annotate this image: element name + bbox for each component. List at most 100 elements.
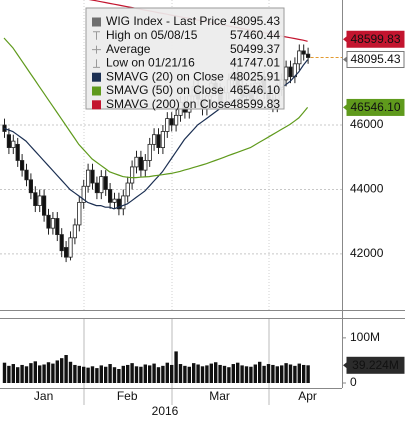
volume-bar xyxy=(275,366,279,383)
legend-label: SMAVG (200) on Close xyxy=(106,97,231,111)
volume-bar xyxy=(183,365,187,383)
candle-body xyxy=(19,160,25,171)
volume-bar xyxy=(161,365,165,383)
volume-bar xyxy=(95,368,99,383)
volume-bar xyxy=(152,363,156,383)
candle-body xyxy=(156,134,161,148)
volume-bar xyxy=(60,358,64,383)
candle-body xyxy=(68,237,73,258)
volume-bar xyxy=(24,366,29,383)
volume-bar xyxy=(293,365,297,383)
candle-body xyxy=(42,195,47,216)
volume-bar xyxy=(33,361,37,383)
volume-bar xyxy=(244,366,249,383)
volume-bar xyxy=(42,364,46,383)
candle-body xyxy=(99,176,104,194)
volume-bar xyxy=(126,364,130,383)
legend-value: 41747.01 xyxy=(230,56,280,70)
volume-bar xyxy=(121,365,125,383)
volume-bar xyxy=(192,363,196,383)
volume-bar xyxy=(68,361,73,383)
volume-tick-label: 100M xyxy=(350,330,380,344)
candle-body xyxy=(6,134,11,148)
candle-body xyxy=(165,118,170,132)
candle-body xyxy=(134,156,139,168)
candle-body xyxy=(90,169,95,184)
volume-bar xyxy=(148,365,152,383)
volume-bar xyxy=(16,367,20,383)
legend-box xyxy=(85,7,285,110)
volume-bar xyxy=(280,365,284,383)
volume-bar xyxy=(143,364,147,383)
volume-bar xyxy=(38,365,42,383)
volume-bar xyxy=(46,362,51,383)
legend-label: SMAVG (20) on Close xyxy=(106,69,224,83)
value-tag-label: 48095.43 xyxy=(350,52,400,66)
legend-icon xyxy=(92,45,101,54)
volume-bar xyxy=(200,366,205,383)
legend-label: Average xyxy=(106,42,151,56)
volume-bar xyxy=(165,362,169,383)
volume-bar xyxy=(170,364,174,383)
candle-body xyxy=(116,198,121,210)
volume-bar xyxy=(187,366,191,383)
volume-bar xyxy=(64,355,68,383)
volume-bar xyxy=(214,362,218,383)
candle-body xyxy=(138,156,143,171)
volume-bar xyxy=(178,364,183,383)
legend-value: 48025.91 xyxy=(230,69,280,83)
volume-bar xyxy=(55,360,59,383)
volume-bar xyxy=(196,364,200,383)
candle-body xyxy=(15,143,20,161)
candle-body xyxy=(297,50,302,65)
candle-body xyxy=(301,50,306,55)
volume-bar xyxy=(20,364,24,383)
legend-swatch xyxy=(92,86,101,96)
volume-bar xyxy=(130,363,134,383)
legend-value: 50499.37 xyxy=(230,42,280,56)
volume-bar xyxy=(90,366,95,383)
value-tags: 48599.83 48095.43 46546.10 39.224M xyxy=(343,30,405,374)
volume-bar xyxy=(209,363,213,383)
volume-bar xyxy=(297,363,301,383)
volume-bar xyxy=(271,364,275,383)
volume-bar xyxy=(266,364,271,383)
volume-bar xyxy=(253,364,257,383)
volume-bar xyxy=(174,351,178,383)
volume-bar xyxy=(51,363,55,383)
volume-bar xyxy=(86,367,90,383)
candle-body xyxy=(173,114,179,126)
y-tick-label: 44000 xyxy=(350,182,384,196)
volume-bar xyxy=(29,363,33,383)
volume-panel xyxy=(2,351,310,383)
legend-label: SMAVG (50) on Close xyxy=(106,83,224,97)
legend-label: High on 05/08/15 xyxy=(106,28,198,42)
candle-body xyxy=(86,169,91,187)
value-tag xyxy=(346,98,405,116)
volume-tick-label: 0 xyxy=(350,375,357,389)
candle-body xyxy=(24,169,29,181)
legend-label: WIG Index - Last Price xyxy=(106,14,227,28)
volume-bar xyxy=(7,365,11,383)
candle-body xyxy=(50,218,56,229)
volume-bar xyxy=(2,362,7,383)
x-tick-label: Feb xyxy=(117,389,138,403)
volume-bar xyxy=(108,364,112,383)
volume-bar xyxy=(236,362,240,383)
candle-body xyxy=(103,176,108,190)
candle-body xyxy=(28,179,34,194)
volume-bar xyxy=(205,365,209,383)
volume-bar xyxy=(231,364,235,383)
volume-bar xyxy=(240,365,244,383)
candle-body xyxy=(72,224,77,239)
value-tag-label: 39.224M xyxy=(352,358,399,372)
candle-body xyxy=(125,182,130,197)
legend-value: 48599.83 xyxy=(230,97,280,111)
volume-bar xyxy=(302,364,306,383)
volume-bar xyxy=(288,364,293,383)
candle-body xyxy=(288,66,293,78)
volume-bar xyxy=(139,366,143,383)
legend-swatch xyxy=(92,72,101,82)
